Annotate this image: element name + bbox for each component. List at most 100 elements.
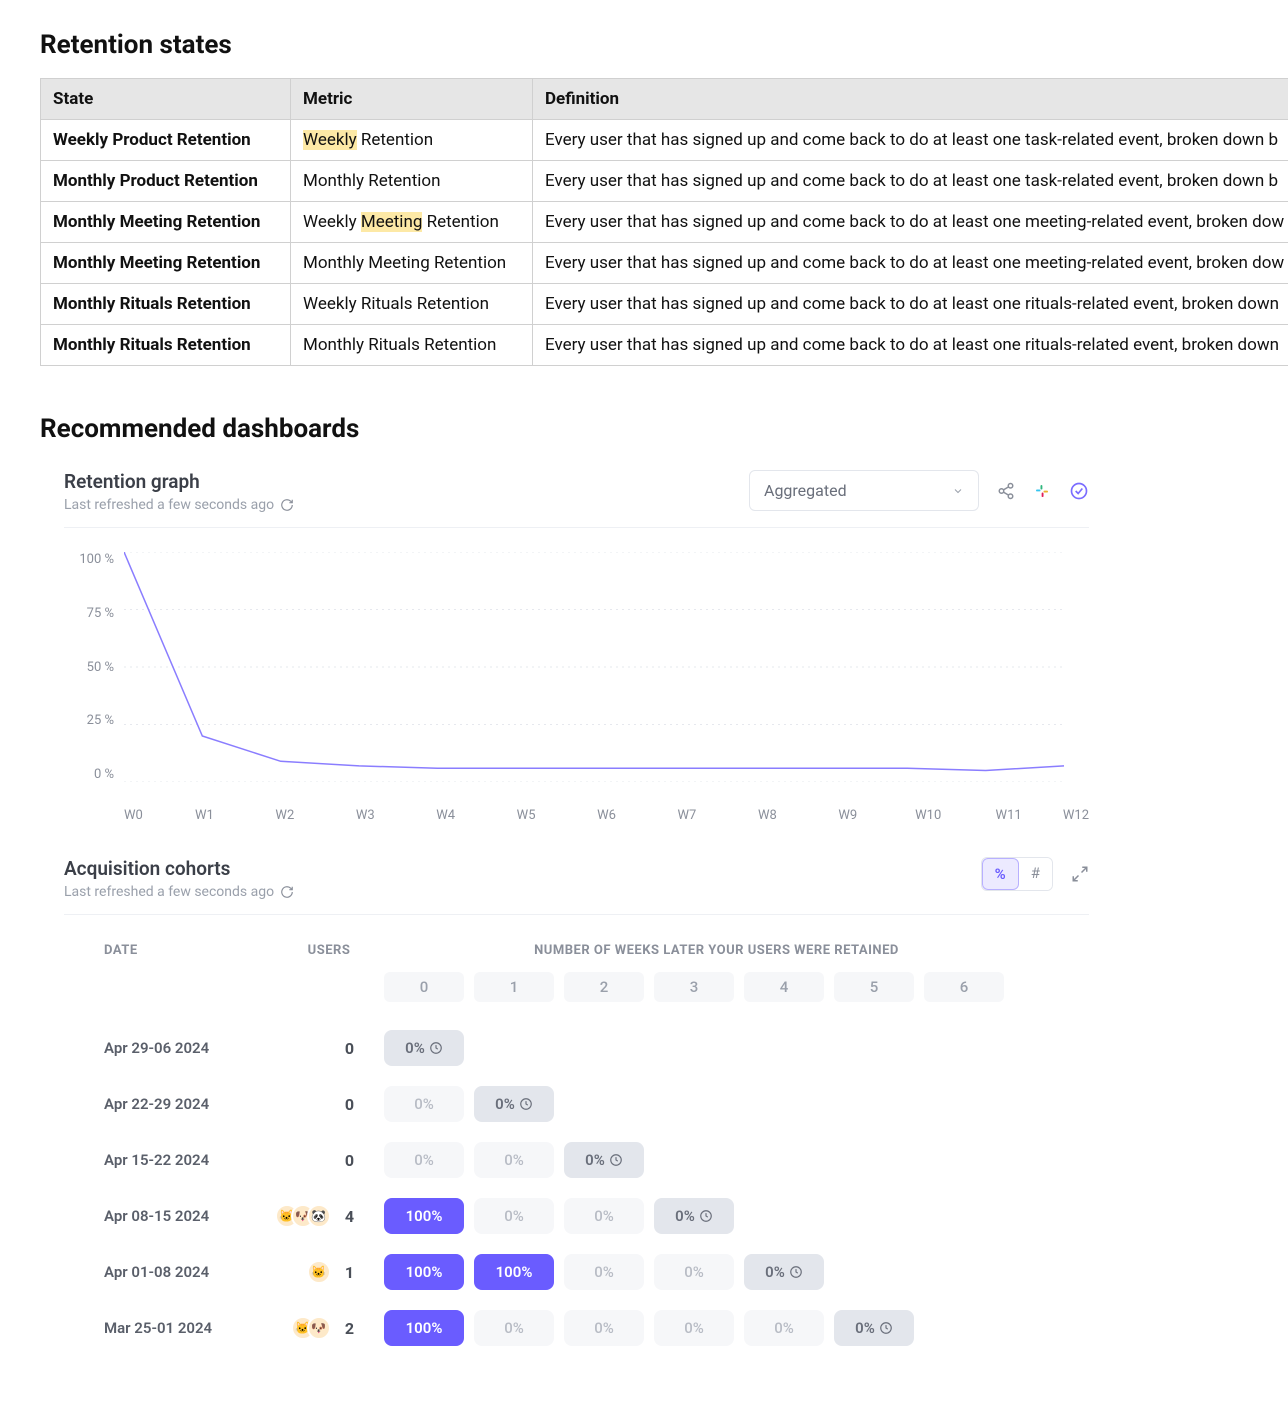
retention-cell[interactable]: 0%	[384, 1086, 464, 1122]
avatar: 🐼	[307, 1204, 331, 1228]
x-tick: W2	[245, 808, 325, 823]
week-number-header: 3	[654, 972, 734, 1002]
definition-cell: Every user that has signed up and come b…	[533, 284, 1288, 325]
cohort-user-count: 2	[345, 1319, 354, 1338]
retention-graph-panel: Retention graph Last refreshed a few sec…	[64, 462, 1089, 823]
y-tick: 0 %	[94, 767, 114, 782]
cohort-user-count: 1	[345, 1263, 354, 1282]
cohort-header-weeks: NUMBER OF WEEKS LATER YOUR USERS WERE RE…	[384, 943, 1049, 958]
state-cell: Monthly Meeting Retention	[41, 243, 291, 284]
state-cell: Monthly Meeting Retention	[41, 202, 291, 243]
retention-cell[interactable]: 0%	[474, 1086, 554, 1122]
table-row: Weekly Product RetentionWeekly Retention…	[41, 120, 1288, 161]
cohort-users: 0	[274, 1039, 384, 1058]
cohort-date: Apr 22-29 2024	[104, 1095, 274, 1113]
cohort-users: 🐱🐶 2	[274, 1316, 384, 1340]
retention-cell[interactable]: 0%	[384, 1142, 464, 1178]
week-number-header: 4	[744, 972, 824, 1002]
x-tick: W10	[888, 808, 968, 823]
retention-cell[interactable]: 0%	[744, 1254, 824, 1290]
cohorts-refresh-text: Last refreshed a few seconds ago	[64, 884, 274, 900]
x-tick: W4	[405, 808, 485, 823]
share-icon[interactable]	[997, 482, 1015, 500]
cohort-row: Apr 08-15 2024🐱🐶🐼4100%0%0%0%	[104, 1188, 1049, 1244]
retention-cell[interactable]: 0%	[834, 1310, 914, 1346]
retention-cell[interactable]: 0%	[474, 1142, 554, 1178]
toggle-count[interactable]: #	[1019, 858, 1052, 890]
retention-cell[interactable]: 0%	[654, 1198, 734, 1234]
x-tick: W12	[1049, 808, 1089, 823]
verified-icon[interactable]	[1069, 481, 1089, 501]
retention-cell[interactable]: 0%	[564, 1198, 644, 1234]
aggregation-select-value: Aggregated	[764, 481, 847, 500]
y-tick: 75 %	[87, 606, 114, 621]
retention-cell[interactable]: 0%	[474, 1198, 554, 1234]
avatar-stack: 🐱🐶	[291, 1316, 331, 1340]
slack-icon[interactable]	[1033, 482, 1051, 500]
retention-cell[interactable]: 0%	[654, 1254, 734, 1290]
x-tick: W8	[727, 808, 807, 823]
refresh-icon[interactable]	[280, 498, 294, 512]
cohort-user-count: 0	[345, 1039, 354, 1058]
retention-line-chart: 100 %75 %50 %25 %0 %	[64, 552, 1089, 802]
cohort-cells: 100% 0% 0% 0%	[384, 1198, 734, 1234]
metric-cell: Weekly Rituals Retention	[291, 284, 533, 325]
week-number-header: 0	[384, 972, 464, 1002]
th-state: State	[41, 79, 291, 120]
state-cell: Weekly Product Retention	[41, 120, 291, 161]
week-number-header: 1	[474, 972, 554, 1002]
retention-cell[interactable]: 0%	[474, 1310, 554, 1346]
retention-cell[interactable]: 100%	[384, 1254, 464, 1290]
cohort-row: Apr 01-08 2024 🐱 1 100% 100% 0% 0% 0%	[104, 1244, 1049, 1300]
cohort-cells: 0%	[384, 1030, 464, 1066]
retention-cell[interactable]: 0%	[564, 1310, 644, 1346]
avatar: 🐱	[307, 1260, 331, 1284]
metric-cell: Monthly Meeting Retention	[291, 243, 533, 284]
week-number-header: 5	[834, 972, 914, 1002]
state-cell: Monthly Rituals Retention	[41, 284, 291, 325]
definition-cell: Every user that has signed up and come b…	[533, 243, 1288, 284]
recommended-dashboards-heading: Recommended dashboards	[40, 414, 1288, 444]
aggregation-select[interactable]: Aggregated	[749, 470, 979, 511]
retention-cell[interactable]: 0%	[564, 1254, 644, 1290]
retention-cell[interactable]: 0%	[564, 1142, 644, 1178]
state-cell: Monthly Product Retention	[41, 161, 291, 202]
table-row: Monthly Meeting RetentionMonthly Meeting…	[41, 243, 1288, 284]
retention-states-table: State Metric Definition Weekly Product R…	[40, 78, 1288, 366]
cohort-date: Apr 29-06 2024	[104, 1039, 274, 1057]
refresh-icon[interactable]	[280, 885, 294, 899]
metric-cell: Weekly Meeting Retention	[291, 202, 533, 243]
retention-cell[interactable]: 100%	[384, 1310, 464, 1346]
cohort-row: Apr 22-29 202400%0%	[104, 1076, 1049, 1132]
retention-cell[interactable]: 0%	[654, 1310, 734, 1346]
expand-icon[interactable]	[1071, 865, 1089, 883]
retention-cell[interactable]: 0%	[744, 1310, 824, 1346]
x-tick: W5	[486, 808, 566, 823]
retention-cell[interactable]: 100%	[384, 1198, 464, 1234]
cohort-date: Apr 08-15 2024	[104, 1207, 274, 1225]
x-tick: W3	[325, 808, 405, 823]
cohorts-title: Acquisition cohorts	[64, 857, 294, 880]
cohort-header-date: DATE	[104, 943, 274, 958]
display-mode-toggle: % #	[981, 857, 1053, 891]
cohort-user-count: 4	[345, 1207, 354, 1226]
table-row: Monthly Product RetentionMonthly Retenti…	[41, 161, 1288, 202]
retention-cell[interactable]: 100%	[474, 1254, 554, 1290]
avatar-stack: 🐱	[307, 1260, 331, 1284]
cohort-date: Apr 01-08 2024	[104, 1263, 274, 1281]
avatar: 🐶	[307, 1316, 331, 1340]
acquisition-cohorts-panel: Acquisition cohorts Last refreshed a few…	[64, 849, 1089, 1356]
metric-cell: Monthly Rituals Retention	[291, 325, 533, 366]
table-row: Monthly Meeting RetentionWeekly Meeting …	[41, 202, 1288, 243]
cohort-header-users: USERS	[274, 943, 384, 958]
cohort-cells: 0% 0% 0%	[384, 1142, 644, 1178]
definition-cell: Every user that has signed up and come b…	[533, 120, 1288, 161]
x-tick: W9	[808, 808, 888, 823]
retention-cell[interactable]: 0%	[384, 1030, 464, 1066]
cohort-cells: 100% 0% 0% 0% 0% 0%	[384, 1310, 914, 1346]
chevron-down-icon	[952, 485, 964, 497]
retention-graph-refresh-text: Last refreshed a few seconds ago	[64, 497, 274, 513]
cohort-row: Apr 15-22 202400%0%0%	[104, 1132, 1049, 1188]
toggle-percent[interactable]: %	[982, 858, 1019, 890]
cohort-date: Apr 15-22 2024	[104, 1151, 274, 1169]
